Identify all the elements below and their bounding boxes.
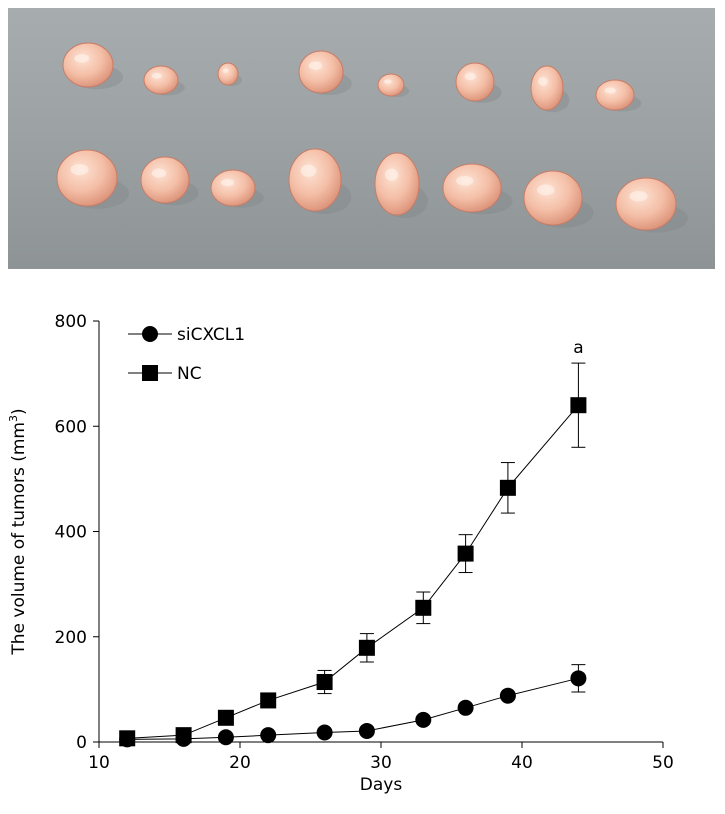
x-tick-label: 50 bbox=[652, 753, 674, 773]
data-point-circle bbox=[499, 687, 516, 704]
data-point-square bbox=[570, 397, 587, 414]
data-point-circle bbox=[358, 722, 375, 739]
tumor-highlight bbox=[629, 191, 648, 202]
tumor-volume-chart: 0 200 400 600 800 10 20 30 40 50 Days The volume … bbox=[0, 290, 725, 809]
tumor-bottom-3 bbox=[210, 169, 256, 207]
data-point-square bbox=[119, 730, 136, 747]
tumor-highlight bbox=[220, 179, 235, 187]
tumor-highlight bbox=[74, 54, 90, 63]
y-axis-label: The volume of tumors (mm3) bbox=[7, 408, 29, 655]
tumor-row-top bbox=[62, 42, 642, 113]
tumor-highlight bbox=[456, 176, 474, 186]
y-tick-label: 600 bbox=[55, 417, 87, 437]
tumor-top-8 bbox=[595, 79, 635, 111]
tumor-highlight bbox=[383, 79, 392, 84]
series-layer bbox=[119, 362, 587, 748]
data-point-circle bbox=[260, 727, 277, 744]
tumor-highlight bbox=[300, 164, 317, 177]
tumor-top-4 bbox=[298, 50, 344, 94]
data-point-circle bbox=[217, 729, 234, 746]
legend: siCXCL1 NC bbox=[128, 325, 245, 384]
chart-svg: 0 200 400 600 800 10 20 30 40 50 Days The volume … bbox=[7, 312, 674, 795]
tumor-top-3 bbox=[217, 62, 239, 86]
tumor-highlight bbox=[464, 72, 476, 81]
tumor-row-bottom bbox=[56, 148, 688, 233]
tumor-photo bbox=[8, 8, 715, 269]
data-point-circle bbox=[415, 711, 432, 728]
x-axis-label: Days bbox=[360, 775, 403, 795]
tumor-highlight bbox=[308, 61, 323, 70]
legend-label: siCXCL1 bbox=[177, 325, 245, 345]
tumor-bottom-4 bbox=[288, 148, 342, 212]
x-tick-label: 20 bbox=[229, 753, 251, 773]
tumor-bottom-1 bbox=[56, 149, 118, 207]
series-line bbox=[127, 677, 579, 740]
tumor-highlight bbox=[151, 73, 162, 79]
tumor-highlight bbox=[151, 168, 167, 178]
annotations: a bbox=[573, 338, 583, 358]
data-point-square bbox=[260, 692, 277, 709]
tumor-top-5 bbox=[377, 73, 405, 97]
data-point-square bbox=[316, 674, 333, 691]
x-tick-label: 10 bbox=[88, 753, 110, 773]
series-line bbox=[127, 404, 579, 739]
tumor-photo-image bbox=[8, 8, 715, 269]
data-point-circle bbox=[570, 670, 587, 687]
legend-item-nc: NC bbox=[128, 364, 202, 384]
data-point-square bbox=[457, 545, 474, 562]
data-point-circle bbox=[316, 724, 333, 741]
tumor-bottom-2 bbox=[140, 156, 190, 204]
x-tick-label: 30 bbox=[370, 753, 392, 773]
ticks: 0 200 400 600 800 10 20 30 40 50 bbox=[55, 312, 674, 773]
y-axis-label-base: The volume of tumors (mm bbox=[9, 422, 29, 656]
y-axis-label-close: ) bbox=[9, 408, 29, 415]
photo-background bbox=[8, 8, 715, 269]
tumor-bottom-8 bbox=[615, 177, 677, 231]
tumor-top-7 bbox=[530, 65, 564, 111]
data-point-circle bbox=[457, 699, 474, 716]
tumor-top-2 bbox=[143, 65, 179, 95]
legend-item-sicxcl1: siCXCL1 bbox=[128, 325, 245, 345]
tumor-highlight bbox=[222, 68, 229, 73]
x-tick-label: 40 bbox=[511, 753, 533, 773]
tumor-bottom-6 bbox=[442, 163, 502, 213]
legend-marker-circle bbox=[142, 326, 158, 342]
tumor-top-6 bbox=[455, 62, 495, 102]
y-axis-label-superscript: 3 bbox=[7, 415, 20, 422]
series-sicxcl1 bbox=[119, 664, 587, 748]
legend-label: NC bbox=[177, 364, 202, 384]
data-point-square bbox=[175, 727, 192, 744]
tumor-highlight bbox=[604, 87, 616, 94]
tumor-bottom-7 bbox=[523, 170, 583, 226]
tumor-highlight bbox=[538, 77, 548, 86]
tumor-highlight bbox=[537, 184, 555, 196]
y-tick-label: 0 bbox=[76, 733, 87, 753]
significance-annotation: a bbox=[573, 338, 583, 358]
series-nc bbox=[119, 362, 587, 747]
legend-marker-square bbox=[142, 365, 158, 381]
tumor-highlight bbox=[384, 168, 399, 181]
tumor-bottom-5 bbox=[374, 152, 420, 216]
data-point-square bbox=[217, 709, 234, 726]
data-point-square bbox=[358, 639, 375, 656]
data-point-square bbox=[499, 479, 516, 496]
y-tick-label: 200 bbox=[55, 628, 87, 648]
data-point-square bbox=[415, 599, 432, 616]
y-tick-label: 400 bbox=[55, 523, 87, 543]
tumor-highlight bbox=[70, 164, 89, 176]
tumor-top-1 bbox=[62, 42, 114, 88]
y-tick-label: 800 bbox=[55, 312, 87, 332]
